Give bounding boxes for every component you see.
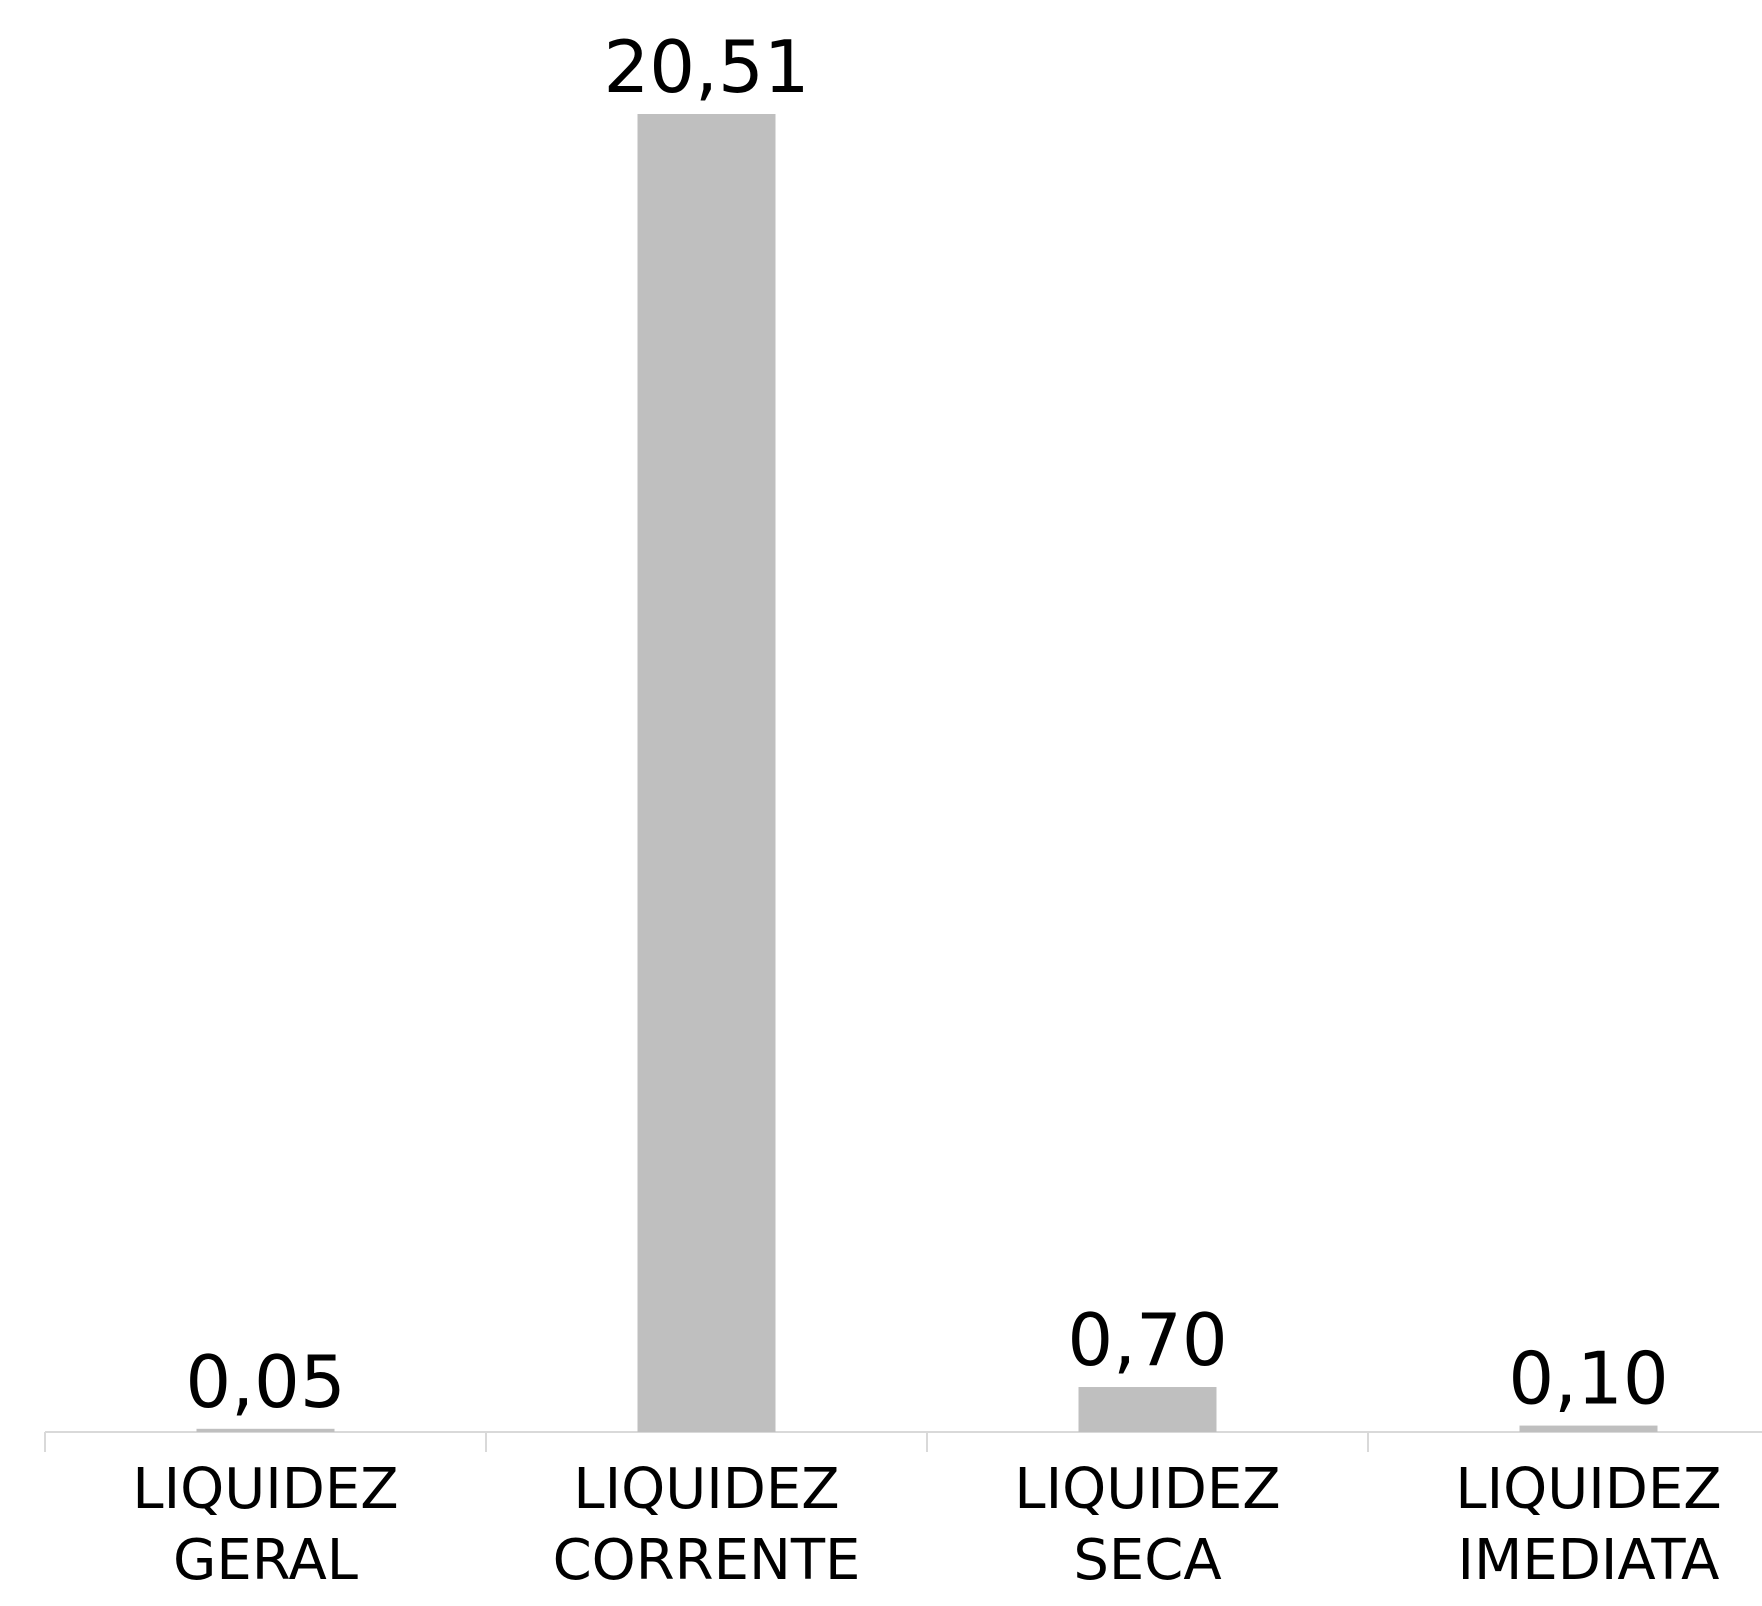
bar bbox=[1078, 1387, 1217, 1432]
value-label: 20,51 bbox=[603, 25, 809, 109]
label-line: IMEDIATA bbox=[1458, 1528, 1720, 1593]
x-tick-label: LIQUIDEZ SECA bbox=[1014, 1457, 1280, 1593]
label-line: SECA bbox=[1073, 1528, 1221, 1593]
label-line: LIQUIDEZ bbox=[1014, 1457, 1280, 1522]
label-line: LIQUIDEZ bbox=[1455, 1457, 1721, 1522]
label-line: CORRENTE bbox=[553, 1528, 861, 1593]
label-line: LIQUIDEZ bbox=[132, 1457, 398, 1522]
bar bbox=[1519, 1425, 1658, 1432]
value-label: 0,05 bbox=[185, 1340, 345, 1424]
label-line: LIQUIDEZ bbox=[573, 1457, 839, 1522]
value-label: 0,10 bbox=[1508, 1337, 1668, 1421]
value-label: 0,70 bbox=[1067, 1298, 1227, 1382]
x-tick-label: LIQUIDEZ CORRENTE bbox=[553, 1457, 861, 1593]
x-tick-label: LIQUIDEZ GERAL bbox=[132, 1457, 398, 1593]
x-tick-label: LIQUIDEZ IMEDIATA bbox=[1455, 1457, 1721, 1593]
bar bbox=[637, 114, 776, 1432]
bar bbox=[196, 1428, 335, 1432]
label-line: GERAL bbox=[173, 1528, 358, 1593]
